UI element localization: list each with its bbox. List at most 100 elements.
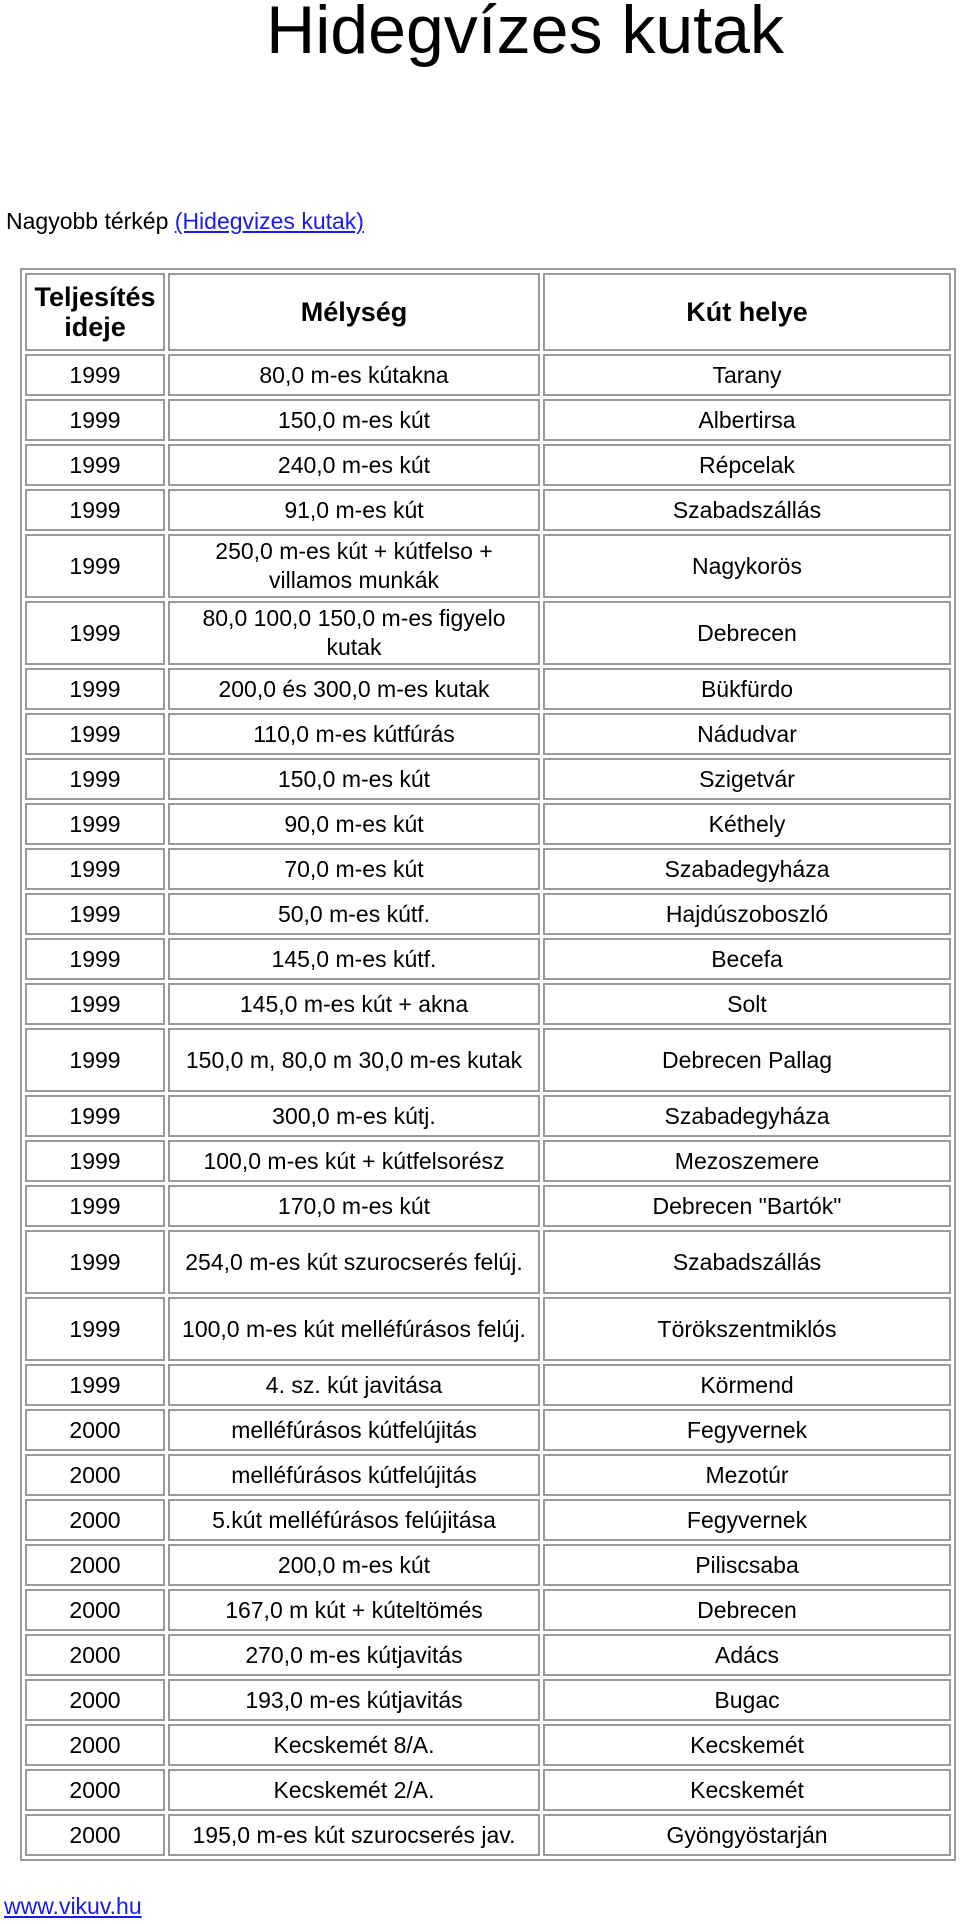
cell-date: 1999 (25, 938, 165, 980)
table-row: 1999 250,0 m-es kút + kútfelso + villamos… (25, 534, 951, 598)
cell-date: 1999 (25, 713, 165, 755)
footer-website-link[interactable]: www.vikuv.hu (4, 1893, 142, 1919)
cell-location: Körmend (543, 1364, 951, 1406)
header-depth: Mélység (168, 273, 540, 351)
cell-date: 1999 (25, 668, 165, 710)
table-row: 1999 145,0 m-es kútf. Becefa (25, 938, 951, 980)
header-date: Teljesítés ideje (25, 273, 165, 351)
cell-location: Debrecen (543, 1589, 951, 1631)
cell-location: Albertirsa (543, 399, 951, 441)
cell-depth: 167,0 m kút + kúteltömés (168, 1589, 540, 1631)
table-row: 1999 150,0 m, 80,0 m 30,0 m-es kutak Debre… (25, 1028, 951, 1092)
cell-location: Mezoszemere (543, 1140, 951, 1182)
cell-location: Adács (543, 1634, 951, 1676)
cell-location: Gyöngyöstarján (543, 1814, 951, 1856)
cell-date: 2000 (25, 1454, 165, 1496)
cell-depth: 300,0 m-es kútj. (168, 1095, 540, 1137)
cell-location: Törökszentmiklós (543, 1297, 951, 1361)
cell-date: 1999 (25, 534, 165, 598)
table-row: 1999 145,0 m-es kút + akna Solt (25, 983, 951, 1025)
wells-table: Teljesítés ideje Mélység Kút helye 1999 8… (20, 268, 956, 1861)
cell-depth: melléfúrásos kútfelújitás (168, 1409, 540, 1451)
table-row: 1999 91,0 m-es kút Szabadszállás (25, 489, 951, 531)
cell-depth: 150,0 m, 80,0 m 30,0 m-es kutak (168, 1028, 540, 1092)
table-row: 2000 167,0 m kút + kúteltömés Debrecen (25, 1589, 951, 1631)
table-row: 1999 80,0 100,0 150,0 m-es figyelo kutak D… (25, 601, 951, 665)
cell-location: Szabadegyháza (543, 848, 951, 890)
cell-location: Répcelak (543, 444, 951, 486)
table-row: 1999 110,0 m-es kútfúrás Nádudvar (25, 713, 951, 755)
cell-location: Bükfürdo (543, 668, 951, 710)
cell-date: 1999 (25, 601, 165, 665)
cell-date: 1999 (25, 489, 165, 531)
table-row: 2000 melléfúrásos kútfelújitás Mezotúr (25, 1454, 951, 1496)
cell-depth: 193,0 m-es kútjavitás (168, 1679, 540, 1721)
cell-date: 2000 (25, 1724, 165, 1766)
cell-depth: 145,0 m-es kút + akna (168, 983, 540, 1025)
cell-date: 1999 (25, 983, 165, 1025)
table-row: 1999 100,0 m-es kút + kútfelsorész Mezosze… (25, 1140, 951, 1182)
table-row: 1999 300,0 m-es kútj. Szabadegyháza (25, 1095, 951, 1137)
map-line: Nagyobb térkép (Hidegvizes kutak) (6, 208, 364, 235)
table-header-row: Teljesítés ideje Mélység Kút helye (25, 273, 951, 351)
cell-depth: Kecskemét 8/A. (168, 1724, 540, 1766)
cell-location: Bugac (543, 1679, 951, 1721)
cell-date: 2000 (25, 1814, 165, 1856)
cell-depth: 91,0 m-es kút (168, 489, 540, 531)
cell-location: Debrecen Pallag (543, 1028, 951, 1092)
cell-date: 2000 (25, 1679, 165, 1721)
cell-date: 2000 (25, 1589, 165, 1631)
table-row: 2000 melléfúrásos kútfelújitás Fegyvernek (25, 1409, 951, 1451)
cell-depth: 4. sz. kút javitása (168, 1364, 540, 1406)
cell-date: 1999 (25, 444, 165, 486)
table-row: 2000 Kecskemét 2/A. Kecskemét (25, 1769, 951, 1811)
cell-date: 1999 (25, 1185, 165, 1227)
cell-depth: 150,0 m-es kút (168, 399, 540, 441)
cell-depth: melléfúrásos kútfelújitás (168, 1454, 540, 1496)
cell-location: Debrecen (543, 601, 951, 665)
cell-location: Debrecen "Bartók" (543, 1185, 951, 1227)
cell-location: Piliscsaba (543, 1544, 951, 1586)
cell-date: 1999 (25, 803, 165, 845)
cell-location: Szabadegyháza (543, 1095, 951, 1137)
cell-location: Kéthely (543, 803, 951, 845)
cell-depth: 100,0 m-es kút melléfúrásos felúj. (168, 1297, 540, 1361)
table-row: 1999 70,0 m-es kút Szabadegyháza (25, 848, 951, 890)
cell-location: Becefa (543, 938, 951, 980)
cell-date: 1999 (25, 1364, 165, 1406)
map-link[interactable]: (Hidegvizes kutak) (174, 208, 364, 234)
table-row: 2000 200,0 m-es kút Piliscsaba (25, 1544, 951, 1586)
cell-date: 1999 (25, 1230, 165, 1294)
cell-depth: 200,0 m-es kút (168, 1544, 540, 1586)
cell-date: 1999 (25, 1297, 165, 1361)
cell-location: Szigetvár (543, 758, 951, 800)
table-row: 1999 240,0 m-es kút Répcelak (25, 444, 951, 486)
cell-date: 1999 (25, 848, 165, 890)
cell-depth: 80,0 100,0 150,0 m-es figyelo kutak (168, 601, 540, 665)
page-title: Hidegvízes kutak (266, 0, 784, 68)
cell-date: 2000 (25, 1769, 165, 1811)
cell-location: Szabadszállás (543, 489, 951, 531)
cell-date: 1999 (25, 1140, 165, 1182)
cell-location: Fegyvernek (543, 1499, 951, 1541)
cell-date: 1999 (25, 758, 165, 800)
cell-depth: 50,0 m-es kútf. (168, 893, 540, 935)
cell-location: Nagykorös (543, 534, 951, 598)
cell-depth: 270,0 m-es kútjavitás (168, 1634, 540, 1676)
table-row: 1999 4. sz. kút javitása Körmend (25, 1364, 951, 1406)
table-row: 1999 100,0 m-es kút melléfúrásos felúj. Tö… (25, 1297, 951, 1361)
table-row: 2000 193,0 m-es kútjavitás Bugac (25, 1679, 951, 1721)
cell-location: Solt (543, 983, 951, 1025)
cell-depth: 254,0 m-es kút szurocserés felúj. (168, 1230, 540, 1294)
table-row: 1999 200,0 és 300,0 m-es kutak Bükfürdo (25, 668, 951, 710)
table-row: 2000 270,0 m-es kútjavitás Adács (25, 1634, 951, 1676)
cell-location: Nádudvar (543, 713, 951, 755)
cell-depth: 195,0 m-es kút szurocserés jav. (168, 1814, 540, 1856)
table-row: 1999 50,0 m-es kútf. Hajdúszoboszló (25, 893, 951, 935)
cell-depth: 250,0 m-es kút + kútfelso + villamos mun… (168, 534, 540, 598)
cell-location: Kecskemét (543, 1724, 951, 1766)
cell-depth: 80,0 m-es kútakna (168, 354, 540, 396)
table-row: 2000 195,0 m-es kút szurocserés jav. Gyöng… (25, 1814, 951, 1856)
cell-depth: 100,0 m-es kút + kútfelsorész (168, 1140, 540, 1182)
table-row: 1999 80,0 m-es kútakna Tarany (25, 354, 951, 396)
